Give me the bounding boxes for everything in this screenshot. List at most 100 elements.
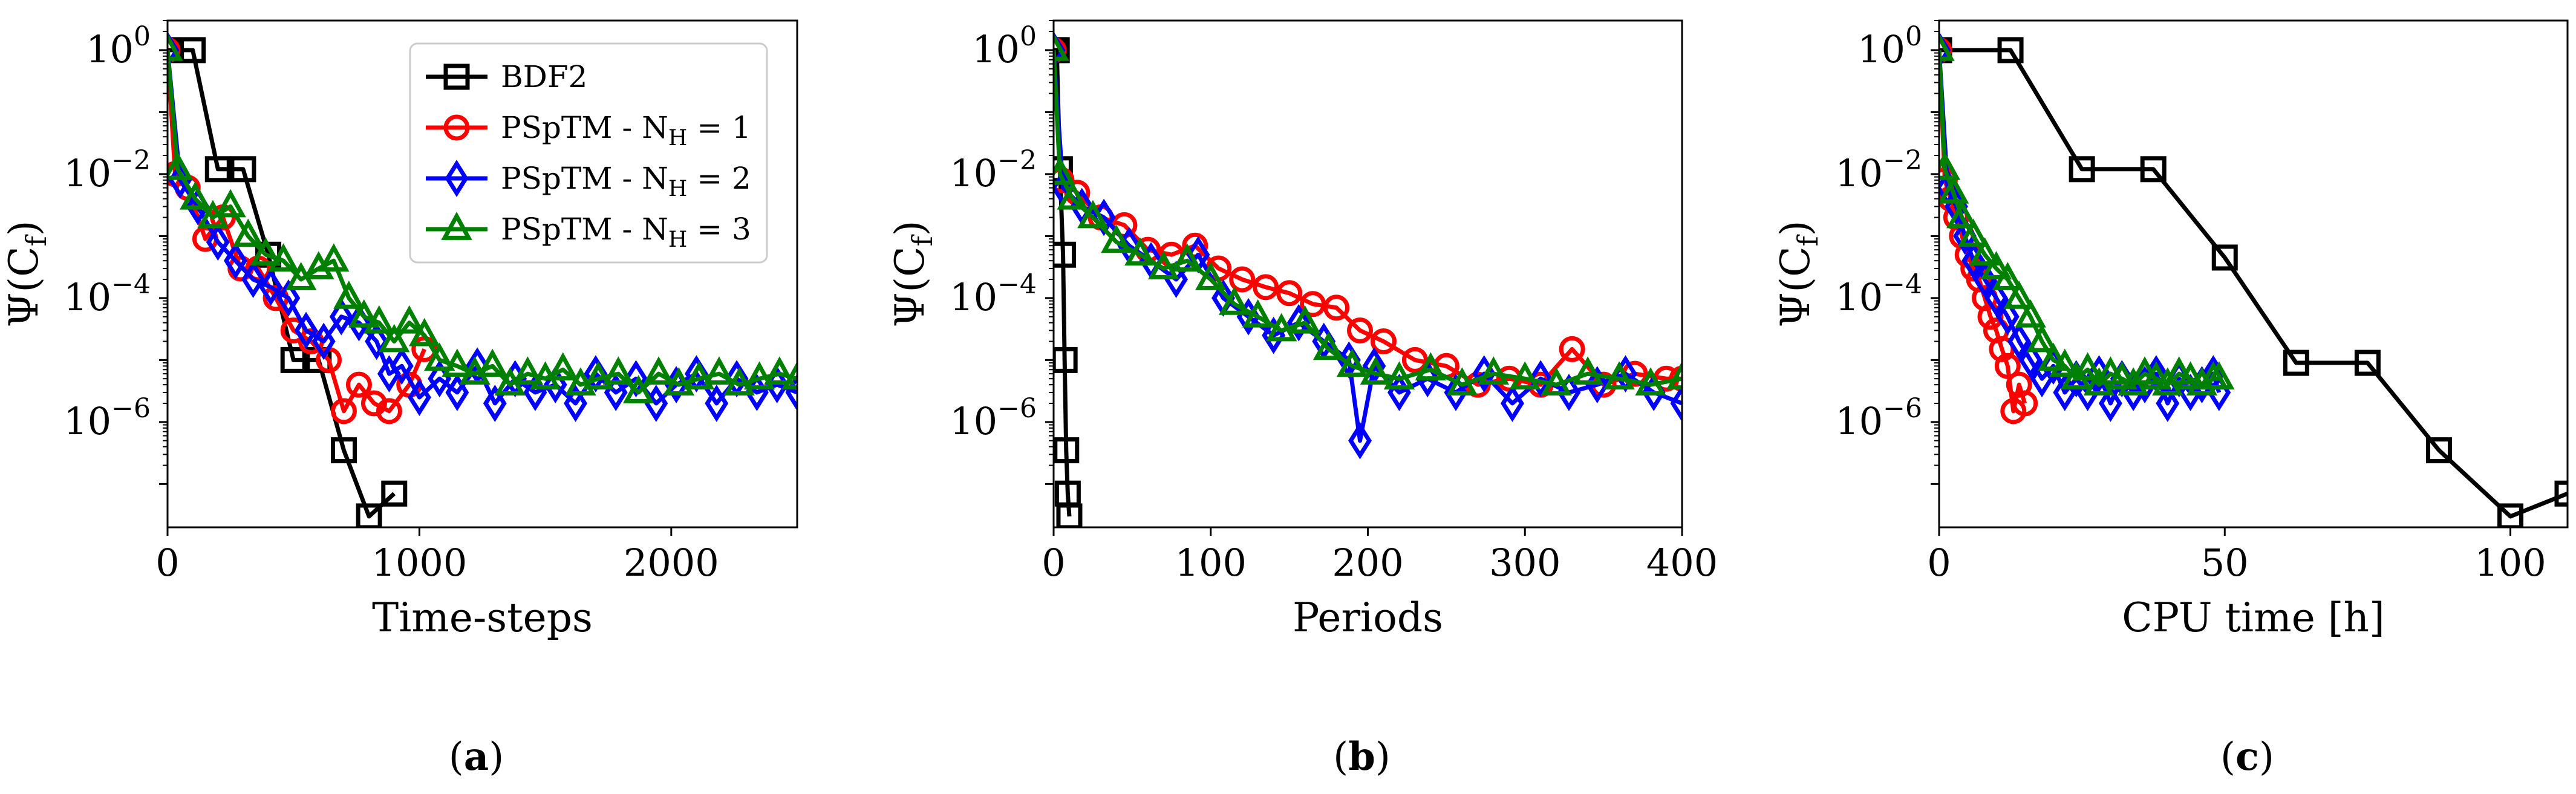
series-marker: [1312, 331, 1345, 360]
y-tick-label: 100: [972, 21, 1037, 71]
series-marker: [364, 305, 395, 334]
series-marker: [1478, 356, 1510, 385]
y-tick-label: 10−4: [950, 269, 1037, 319]
series-marker: [1446, 367, 1478, 396]
series-marker: [2283, 350, 2309, 376]
series-marker: [622, 375, 654, 403]
series-marker: [2425, 437, 2452, 464]
series-marker: [206, 223, 230, 261]
legend-label: BDF2: [501, 59, 587, 94]
series-marker: [1336, 348, 1368, 377]
x-tick-label: 0: [1927, 541, 1951, 585]
x-tick-label: 1000: [372, 541, 468, 585]
y-tick-label: 10−6: [64, 393, 151, 443]
series-marker: [2007, 322, 2031, 360]
series-marker: [764, 356, 795, 385]
series-marker: [1509, 361, 1541, 390]
series-marker: [2098, 385, 2122, 422]
series-marker: [311, 322, 336, 360]
series-marker: [2012, 390, 2038, 417]
series-marker: [2106, 361, 2137, 390]
series-line: [1939, 50, 2219, 387]
series-line: [1939, 50, 2222, 406]
series-marker: [345, 371, 372, 398]
series-marker: [215, 189, 246, 218]
series-marker: [1997, 37, 2024, 63]
series-marker: [1172, 243, 1203, 272]
series-marker: [2174, 361, 2206, 390]
series-marker: [2049, 348, 2081, 377]
series-marker: [781, 361, 797, 390]
y-tick-label: 10−6: [1835, 393, 1922, 443]
series-marker: [1323, 294, 1350, 321]
x-tick-label: 400: [1646, 541, 1718, 585]
x-tick-label: 200: [1332, 541, 1403, 585]
series-marker: [1057, 181, 1088, 210]
series-marker: [2069, 156, 2095, 183]
panel-b: 0 100 200 300 400 100 10−2 10−4 10−6 Periods Ψ(Cf)…: [887, 19, 1718, 779]
series-marker: [1939, 33, 1955, 61]
series-marker: [390, 347, 414, 385]
legend-marker: [445, 160, 469, 197]
y-axis-label: Ψ(Cf): [887, 221, 939, 328]
series-marker: [333, 281, 365, 309]
series-marker: [1666, 361, 1682, 390]
series-marker: [1101, 224, 1132, 253]
series-marker: [2018, 341, 2043, 379]
series-marker: [1946, 200, 1978, 229]
series-marker: [564, 385, 588, 422]
x-tick-label: 50: [2201, 541, 2249, 585]
series-marker: [2038, 342, 2069, 371]
legend-marker: [443, 114, 470, 141]
series-marker: [330, 437, 357, 464]
panel-caption: (c): [2220, 734, 2274, 779]
series-marker: [643, 356, 674, 385]
series-marker: [477, 348, 508, 377]
series-marker: [241, 261, 266, 298]
series-marker: [2141, 361, 2172, 390]
series-marker: [1541, 367, 1572, 396]
series-marker: [1124, 237, 1156, 266]
x-tick-label: 100: [2474, 541, 2546, 585]
series-marker: [267, 243, 299, 272]
series-marker: [2140, 156, 2167, 183]
series-marker: [1218, 286, 1250, 315]
y-tick-label: 10−6: [950, 393, 1037, 443]
x-tick-label: 2000: [624, 541, 719, 585]
series-marker: [1054, 33, 1069, 61]
series-marker: [602, 356, 634, 385]
series-marker: [483, 385, 507, 422]
series-marker: [2015, 299, 2046, 328]
panel-c: 0 50 100 100 10−2 10−4 10−6 CPU time [h] Ψ(Cf) (c…: [1772, 19, 2569, 779]
y-tick-label: 10−2: [1835, 145, 1922, 195]
series-marker: [329, 298, 353, 336]
y-axis-label: Ψ(Cf): [1772, 221, 1824, 328]
y-tick-label: 10−2: [950, 145, 1037, 195]
series-marker: [1077, 200, 1109, 229]
series-marker: [423, 342, 455, 371]
series-marker: [2211, 244, 2238, 271]
series-marker: [1585, 366, 1609, 404]
series-marker: [180, 37, 206, 63]
x-tick-label: 0: [1042, 541, 1065, 585]
series-marker: [1670, 385, 1682, 422]
axes-frame: [166, 19, 798, 529]
legend-label: PSpTM - NH = 1: [501, 110, 751, 151]
series-marker: [294, 311, 318, 350]
series-marker: [442, 348, 473, 377]
series-marker: [703, 356, 735, 385]
series-marker: [409, 317, 440, 347]
series-marker: [1528, 360, 1553, 398]
series-marker: [1360, 356, 1392, 385]
series-marker: [180, 181, 211, 210]
y-tick-label: 10−4: [1835, 269, 1922, 319]
series-marker: [1348, 421, 1372, 460]
series-marker: [743, 361, 775, 390]
series-marker: [204, 156, 231, 183]
series-marker: [624, 360, 648, 398]
series-marker: [1939, 175, 1969, 204]
series-marker: [330, 398, 357, 425]
legend: BDF2 PSpTM - NH = 1 PSpTM - NH = 2 PSpTM - …: [409, 42, 768, 264]
series-marker: [1383, 361, 1415, 390]
series-marker: [2156, 385, 2180, 422]
